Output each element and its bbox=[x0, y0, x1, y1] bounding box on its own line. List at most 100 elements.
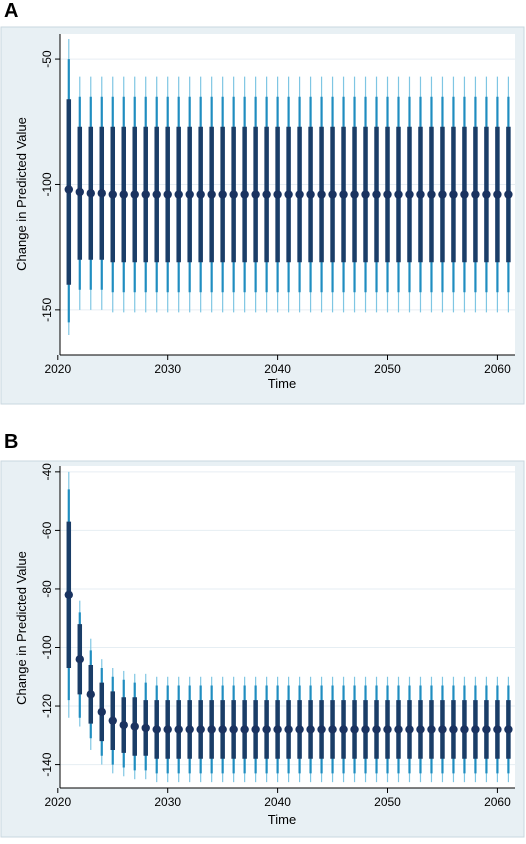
point-estimate bbox=[295, 725, 304, 734]
x-tick-label: 2040 bbox=[264, 362, 291, 376]
ci-bar bbox=[306, 676, 315, 783]
y-axis-label: Change in Predicted Value bbox=[14, 551, 29, 705]
axes bbox=[59, 34, 515, 356]
ci-bar bbox=[251, 676, 260, 783]
y-tick-label: -40 bbox=[40, 463, 54, 481]
chart-a: -50 -100 -150 2020 2030 2040 2050 2060 Time Ch… bbox=[0, 26, 525, 405]
ci-bar bbox=[394, 76, 403, 313]
point-estimate bbox=[119, 190, 128, 199]
point-estimate bbox=[471, 190, 480, 199]
point-estimate bbox=[75, 187, 84, 197]
ci-bar bbox=[240, 76, 249, 313]
ci-bar bbox=[449, 676, 458, 783]
point-estimate bbox=[306, 190, 315, 199]
ci-bar bbox=[350, 676, 359, 783]
point-estimate bbox=[174, 725, 183, 734]
x-tick-label: 2020 bbox=[44, 362, 71, 376]
x-tick-label: 2060 bbox=[484, 795, 511, 809]
x-axis-label: Time bbox=[268, 812, 296, 827]
ci-bar bbox=[383, 676, 392, 783]
ci-bar bbox=[119, 670, 128, 777]
point-estimate bbox=[97, 707, 106, 717]
ci-bar bbox=[295, 676, 304, 783]
ci-bar bbox=[240, 676, 249, 783]
ci-bar bbox=[372, 676, 381, 783]
point-estimate bbox=[361, 725, 370, 734]
point-estimate bbox=[504, 190, 513, 199]
point-estimate bbox=[449, 725, 458, 734]
point-estimate bbox=[86, 690, 95, 699]
point-estimate bbox=[350, 725, 359, 734]
point-estimate bbox=[108, 190, 117, 199]
point-estimate bbox=[339, 190, 348, 199]
ci-bar bbox=[251, 76, 260, 313]
ci-bar bbox=[196, 76, 205, 313]
point-estimate bbox=[350, 190, 359, 199]
ci-bar bbox=[493, 76, 502, 313]
point-estimate bbox=[416, 190, 425, 199]
ci-bar bbox=[196, 676, 205, 783]
ci-bar bbox=[97, 659, 106, 765]
ci-bar bbox=[262, 676, 271, 783]
ci-bar bbox=[284, 676, 293, 783]
ci-bar bbox=[207, 676, 216, 783]
ci-bar bbox=[361, 76, 370, 313]
ci-bar bbox=[130, 673, 139, 780]
point-estimate bbox=[482, 725, 491, 734]
y-ticks: -40 -60 -80 -100 -120 -140 bbox=[40, 463, 60, 777]
x-tick-label: 2030 bbox=[154, 795, 181, 809]
ci-bar bbox=[361, 676, 370, 783]
point-estimate bbox=[460, 190, 469, 199]
point-estimate bbox=[196, 190, 205, 199]
ci-bar bbox=[174, 676, 183, 783]
ci-bar bbox=[185, 76, 194, 313]
ci-bar bbox=[152, 76, 161, 313]
ci-bar bbox=[141, 76, 150, 313]
point-estimate bbox=[504, 725, 513, 734]
point-estimate bbox=[394, 725, 403, 734]
point-estimate bbox=[262, 190, 271, 199]
chart-b: -40-60-80-100-120-140 2020 2030 2040 2050 20… bbox=[0, 460, 525, 838]
x-ticks: 2020 2030 2040 2050 2060 bbox=[44, 788, 511, 809]
ci-bar bbox=[328, 676, 337, 783]
ci-bar bbox=[97, 76, 106, 310]
point-estimate bbox=[493, 190, 502, 199]
point-estimate bbox=[141, 190, 150, 199]
ci-bar bbox=[482, 76, 491, 313]
point-estimate bbox=[317, 190, 326, 199]
ci-bar bbox=[317, 676, 326, 783]
y-tick-label: -60 bbox=[40, 521, 54, 539]
point-estimate bbox=[196, 725, 205, 734]
ci-bar bbox=[75, 76, 84, 310]
ci-bar bbox=[504, 676, 513, 783]
ci-bar bbox=[284, 76, 293, 313]
ci-bar bbox=[339, 676, 348, 783]
ci-bar bbox=[108, 76, 117, 313]
ci-bar bbox=[64, 471, 73, 718]
ci-bar bbox=[262, 76, 271, 313]
y-tick-label: -120 bbox=[40, 694, 54, 718]
point-estimate bbox=[240, 725, 249, 734]
point-estimate bbox=[317, 725, 326, 734]
ci-bar bbox=[174, 76, 183, 313]
point-estimate bbox=[372, 190, 381, 199]
ci-bar bbox=[86, 638, 95, 750]
x-axis-label: Time bbox=[268, 376, 296, 391]
ci-bar bbox=[328, 76, 337, 313]
point-estimate bbox=[108, 716, 117, 725]
panel-label-b: B bbox=[4, 431, 19, 453]
point-estimate bbox=[438, 725, 447, 734]
ci-bar bbox=[416, 76, 425, 313]
x-tick-label: 2050 bbox=[374, 795, 401, 809]
point-estimate bbox=[273, 725, 282, 734]
ci-bar bbox=[471, 76, 480, 313]
point-estimate bbox=[339, 725, 348, 734]
x-tick-label: 2060 bbox=[484, 362, 511, 376]
point-estimate bbox=[284, 725, 293, 734]
point-estimate bbox=[163, 725, 172, 734]
ci-bar bbox=[416, 676, 425, 783]
y-tick-label: -100 bbox=[40, 172, 54, 196]
ci-bars bbox=[64, 471, 513, 783]
point-estimate bbox=[251, 725, 260, 734]
point-estimate bbox=[163, 190, 172, 199]
